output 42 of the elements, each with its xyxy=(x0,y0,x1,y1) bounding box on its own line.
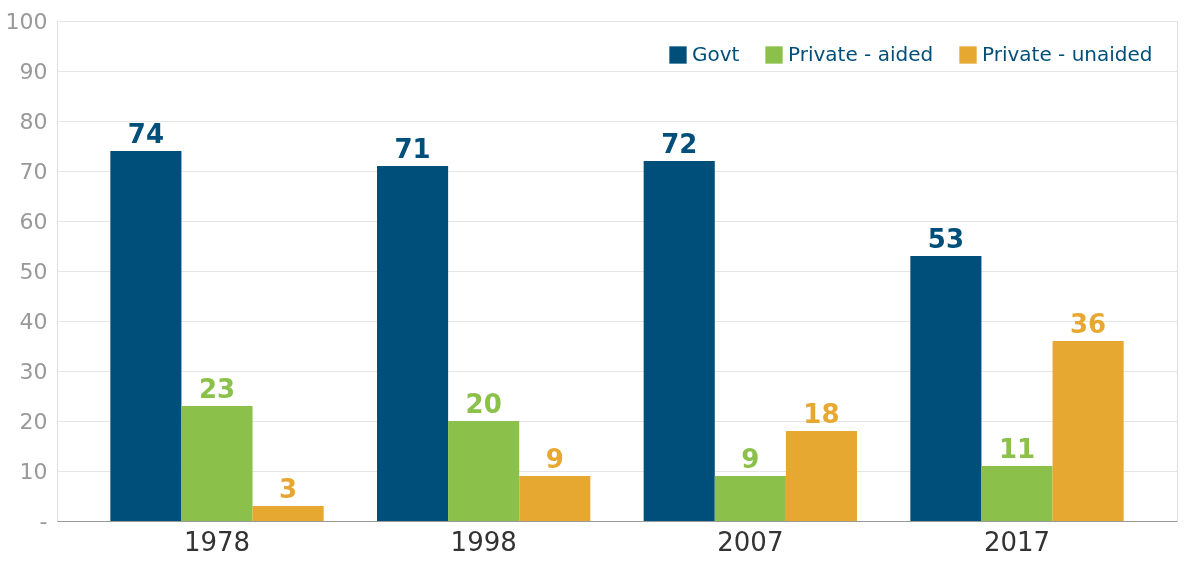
data-label: 18 xyxy=(803,399,840,429)
y-tick-label: 70 xyxy=(19,158,48,184)
y-tick-label: 30 xyxy=(19,358,48,384)
bar xyxy=(981,466,1053,521)
x-tick-label: 1978 xyxy=(183,526,251,557)
data-label: 3 xyxy=(279,474,298,504)
data-label: 23 xyxy=(198,374,236,404)
bar xyxy=(110,151,182,521)
y-tick-label: 60 xyxy=(19,208,48,234)
legend-label: Private - unaided xyxy=(982,42,1153,66)
y-tick-label: 80 xyxy=(19,108,48,134)
data-label: 9 xyxy=(545,444,564,474)
y-tick-label: 90 xyxy=(19,58,48,84)
x-tick-label: 2007 xyxy=(717,526,784,557)
data-label: 36 xyxy=(1070,309,1107,339)
bar xyxy=(714,476,786,521)
data-label: 9 xyxy=(741,444,760,474)
bar xyxy=(181,406,253,521)
bar xyxy=(448,421,520,521)
data-label: 11 xyxy=(998,434,1036,464)
bar xyxy=(785,431,857,521)
bar xyxy=(519,476,591,521)
data-label: 74 xyxy=(127,119,164,149)
x-tick-label: 2017 xyxy=(983,526,1051,557)
bar xyxy=(643,161,715,521)
bar xyxy=(252,506,324,521)
data-label: 20 xyxy=(465,389,502,419)
y-tick-label: 10 xyxy=(19,458,48,484)
data-label: 71 xyxy=(394,134,431,164)
y-tick-label: 50 xyxy=(19,258,48,284)
y-tick-label: 20 xyxy=(19,408,48,434)
legend-label: Govt xyxy=(692,42,740,66)
x-tick-label: 1998 xyxy=(450,526,517,557)
legend-label: Private - aided xyxy=(788,42,934,66)
y-tick-label: - xyxy=(39,508,48,534)
bar xyxy=(1052,341,1124,521)
data-label: 72 xyxy=(661,129,698,159)
y-tick-label: 40 xyxy=(19,308,48,334)
data-label: 53 xyxy=(927,224,964,254)
y-tick-label: 100 xyxy=(5,8,48,34)
bar xyxy=(377,166,449,521)
bar xyxy=(910,256,982,521)
